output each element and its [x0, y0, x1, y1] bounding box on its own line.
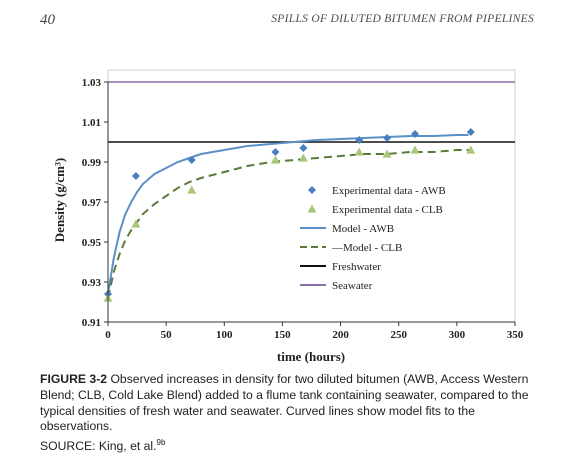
experimental-data-clb-point [298, 153, 308, 162]
legend-label: Experimental data - AWB [332, 185, 446, 197]
running-title: SPILLS OF DILUTED BITUMEN FROM PIPELINES [271, 13, 534, 25]
source-footnote: 9b [156, 438, 166, 447]
x-tick-label: 50 [161, 329, 173, 341]
x-tick-label: 350 [507, 329, 524, 341]
y-tick-label: 0.93 [82, 277, 102, 289]
figure-label: FIGURE 3-2 [40, 372, 108, 386]
page-number: 40 [40, 12, 55, 28]
experimental-data-awb-point [187, 156, 196, 164]
x-axis-title: time (hours) [277, 349, 345, 364]
experimental-data-awb-point [410, 130, 419, 138]
x-tick-label: 100 [216, 329, 233, 341]
model-clb-curve [107, 149, 469, 299]
experimental-data-clb-point [410, 145, 420, 154]
model-awb-curve [107, 134, 469, 295]
y-tick-label: 0.91 [82, 317, 101, 329]
x-tick-label: 300 [449, 329, 466, 341]
y-tick-label: 0.97 [82, 197, 102, 209]
legend-label: Freshwater [332, 261, 381, 273]
y-axis-title: Density (g/cm³) [52, 158, 67, 242]
source-text: SOURCE: King, et al. [40, 439, 157, 454]
legend-swatch [308, 186, 316, 194]
y-tick-label: 0.99 [82, 157, 102, 169]
experimental-data-awb-point [299, 144, 308, 152]
experimental-data-clb-point [382, 149, 392, 158]
legend-label: —Model - CLB [331, 242, 402, 254]
legend-label: Experimental data - CLB [332, 204, 443, 216]
experimental-data-clb-point [354, 147, 364, 156]
x-tick-label: 200 [332, 329, 349, 341]
density-chart: 0 50 100 150 200 250 300 350 0.91 0.93 0.95 0.97 0.… [52, 69, 524, 364]
x-tick-label: 0 [105, 329, 111, 341]
experimental-data-clb-point [466, 145, 476, 154]
y-tick-label: 1.01 [82, 117, 101, 129]
y-tick-label: 0.95 [82, 237, 102, 249]
x-tick-label: 250 [390, 329, 407, 341]
y-tick-label: 1.03 [82, 77, 102, 89]
figure-source: SOURCE: King, et al.9b [40, 438, 165, 453]
experimental-data-awb-point [383, 134, 392, 142]
experimental-data-awb-point [466, 128, 475, 136]
legend-swatch [307, 204, 317, 213]
figure-caption: FIGURE 3-2 Observed increases in density… [40, 372, 545, 435]
experimental-data-awb-point [271, 148, 280, 156]
experimental-data-awb-point [355, 136, 364, 144]
legend-label: Model - AWB [332, 223, 394, 235]
legend-label: Seawater [332, 280, 373, 292]
experimental-data-clb-point [131, 219, 141, 228]
experimental-data-clb-point [187, 185, 197, 194]
x-tick-label: 150 [274, 329, 291, 341]
experimental-data-awb-point [131, 172, 140, 180]
figure-caption-text: Observed increases in density for two di… [40, 372, 529, 434]
experimental-data-clb-point [270, 155, 280, 164]
